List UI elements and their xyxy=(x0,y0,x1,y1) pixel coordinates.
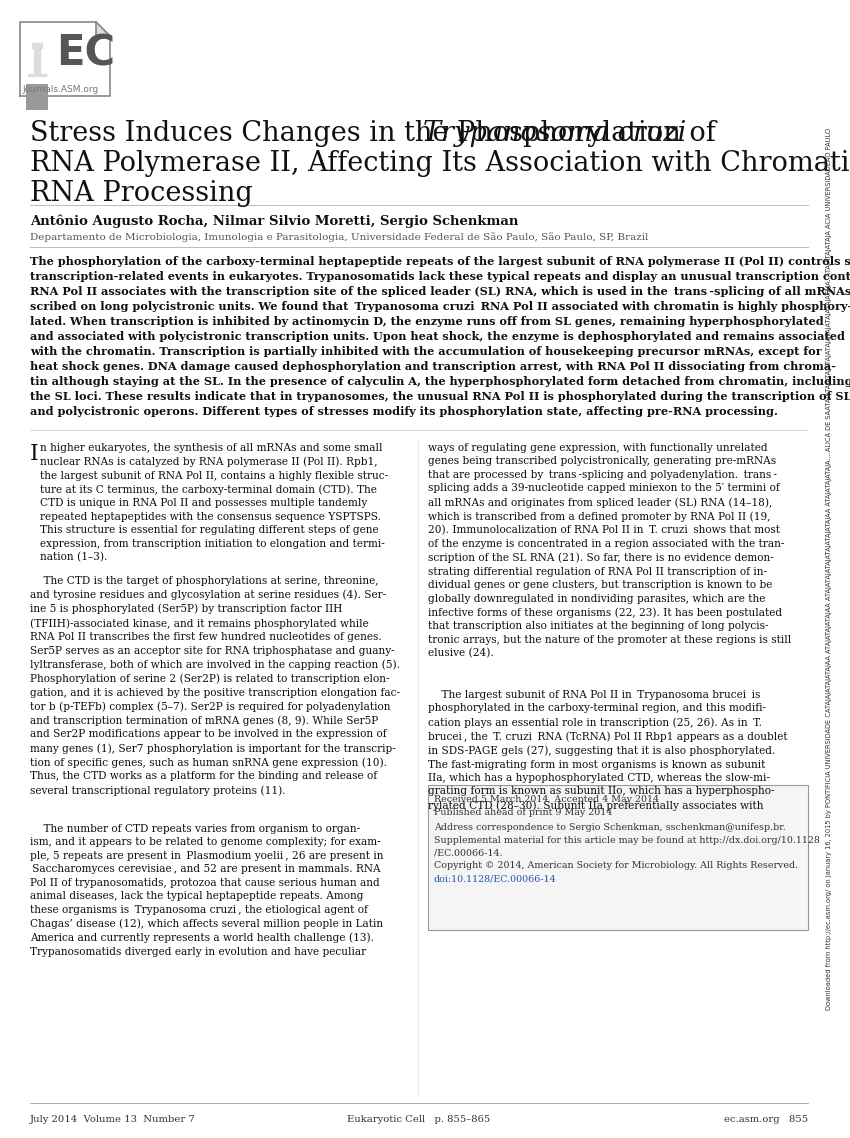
Text: Copyright © 2014, American Society for Microbiology. All Rights Reserved.: Copyright © 2014, American Society for M… xyxy=(434,861,798,869)
Text: Downloaded from http://ec.asm.org/ on January 16, 2015 by PONTIFICIA UNIVERSIDAD: Downloaded from http://ec.asm.org/ on Ja… xyxy=(825,127,832,1011)
Text: ways of regulating gene expression, with functionally unrelated
genes being tran: ways of regulating gene expression, with… xyxy=(428,443,791,659)
Text: ec.asm.org   855: ec.asm.org 855 xyxy=(724,1115,808,1124)
Text: The CTD is the target of phosphorylations at serine, threonine,
and tyrosine res: The CTD is the target of phosphorylation… xyxy=(30,576,400,795)
FancyBboxPatch shape xyxy=(26,84,48,110)
Text: RNA Polymerase II, Affecting Its Association with Chromatin and: RNA Polymerase II, Affecting Its Associa… xyxy=(30,150,850,178)
Text: July 2014  Volume 13  Number 7: July 2014 Volume 13 Number 7 xyxy=(30,1115,196,1124)
Text: n higher eukaryotes, the synthesis of all mRNAs and some small
nuclear RNAs is c: n higher eukaryotes, the synthesis of al… xyxy=(40,443,388,562)
Text: Antônio Augusto Rocha, Nilmar Silvio Moretti, Sergio Schenkman: Antônio Augusto Rocha, Nilmar Silvio Mor… xyxy=(30,214,518,228)
Text: Address correspondence to Sergio Schenkman, sschenkman@unifesp.br.: Address correspondence to Sergio Schenkm… xyxy=(434,823,785,832)
Text: Stress Induces Changes in the Phosphorylation of: Stress Induces Changes in the Phosphoryl… xyxy=(30,119,724,147)
Text: The largest subunit of RNA Pol II in  Trypanosoma brucei  is
phosphorylated in t: The largest subunit of RNA Pol II in Try… xyxy=(428,690,788,810)
Text: Supplemental material for this article may be found at http://dx.doi.org/10.1128: Supplemental material for this article m… xyxy=(434,836,820,846)
Text: Departamento de Microbiologia, Imunologia e Parasitologia, Universidade Federal : Departamento de Microbiologia, Imunologi… xyxy=(30,232,649,241)
Text: /EC.00066-14.: /EC.00066-14. xyxy=(434,848,502,857)
Text: Eukaryotic Cell   p. 855–865: Eukaryotic Cell p. 855–865 xyxy=(348,1115,490,1124)
Polygon shape xyxy=(20,22,110,96)
Text: EC: EC xyxy=(56,32,115,74)
Text: Trypanosoma cruzi: Trypanosoma cruzi xyxy=(423,119,686,147)
Polygon shape xyxy=(96,22,110,36)
FancyBboxPatch shape xyxy=(428,785,808,930)
Polygon shape xyxy=(32,43,42,48)
Polygon shape xyxy=(34,48,40,74)
Text: doi:10.1128/EC.00066-14: doi:10.1128/EC.00066-14 xyxy=(434,874,557,883)
Text: Published ahead of print 9 May 2014: Published ahead of print 9 May 2014 xyxy=(434,808,612,817)
Text: Received 5 March 2014  Accepted 4 May 2014: Received 5 March 2014 Accepted 4 May 201… xyxy=(434,795,659,805)
Text: Journals.ASM.org: Journals.ASM.org xyxy=(22,85,99,94)
Text: I: I xyxy=(30,443,39,465)
Text: The phosphorylation of the carboxy-terminal heptapeptide repeats of the largest : The phosphorylation of the carboxy-termi… xyxy=(30,256,850,417)
Text: RNA Processing: RNA Processing xyxy=(30,180,252,207)
Polygon shape xyxy=(28,74,46,76)
Text: The number of CTD repeats varies from organism to organ-
ism, and it appears to : The number of CTD repeats varies from or… xyxy=(30,824,383,957)
